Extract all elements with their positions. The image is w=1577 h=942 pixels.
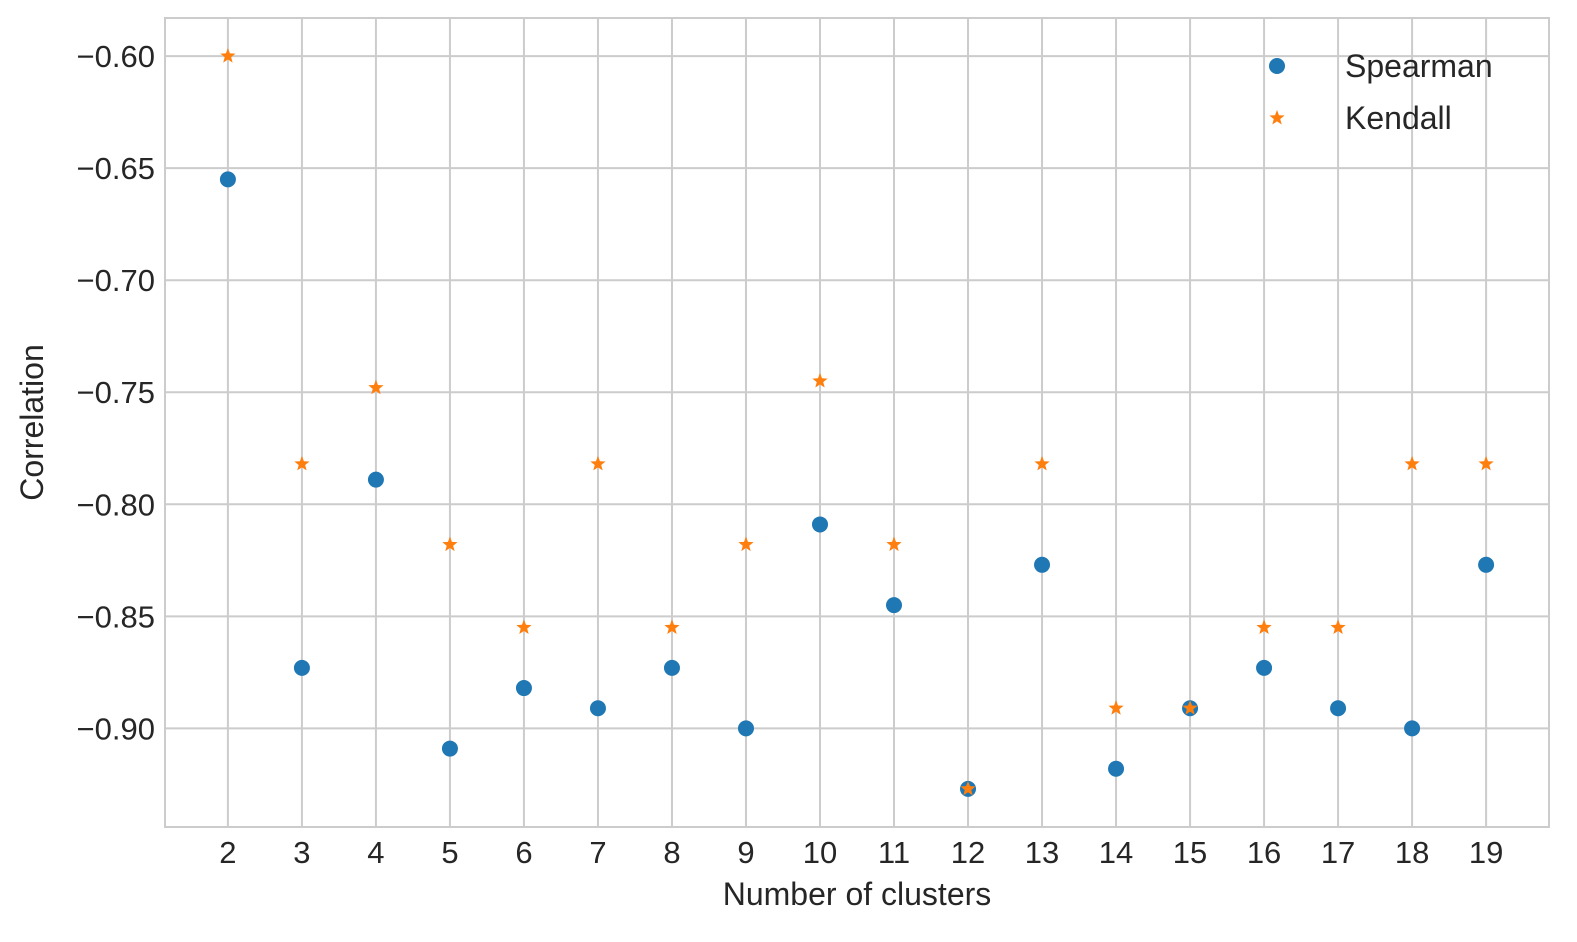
kendall-point bbox=[1108, 700, 1124, 715]
series-spearman bbox=[219, 171, 1495, 797]
x-tick-label: 7 bbox=[589, 835, 606, 870]
legend-label-spearman: Spearman bbox=[1345, 48, 1493, 84]
kendall-point bbox=[664, 619, 680, 635]
series-kendall bbox=[220, 48, 1494, 796]
x-axis-ticks: 2 3 4 5 6 7 8 9 10 11 12 13 14 15 16 17 18 19 bbox=[219, 835, 1503, 870]
spearman-point bbox=[441, 740, 458, 757]
x-tick-label: 10 bbox=[803, 835, 837, 870]
kendall-point bbox=[1330, 619, 1346, 635]
x-tick-label: 6 bbox=[515, 835, 532, 870]
grid bbox=[165, 18, 1549, 827]
kendall-point bbox=[442, 536, 458, 552]
kendall-point bbox=[960, 780, 976, 796]
spearman-point bbox=[663, 659, 680, 676]
legend-marker-spearman bbox=[1269, 58, 1285, 74]
kendall-point bbox=[812, 373, 828, 388]
y-tick-label: −0.60 bbox=[77, 39, 155, 74]
x-tick-label: 19 bbox=[1469, 835, 1503, 870]
kendall-point bbox=[516, 619, 532, 635]
x-tick-label: 14 bbox=[1099, 835, 1133, 870]
x-tick-label: 17 bbox=[1321, 835, 1355, 870]
x-tick-label: 3 bbox=[293, 835, 310, 870]
x-tick-label: 16 bbox=[1247, 835, 1281, 870]
spearman-point bbox=[367, 471, 384, 488]
y-axis-label: Correlation bbox=[14, 344, 50, 501]
kendall-point bbox=[1182, 700, 1198, 715]
kendall-point bbox=[1256, 619, 1272, 635]
x-tick-label: 18 bbox=[1395, 835, 1429, 870]
spearman-point bbox=[886, 597, 903, 614]
kendall-point bbox=[294, 455, 310, 471]
legend-marker-kendall bbox=[1269, 110, 1285, 125]
spearman-point bbox=[1108, 760, 1125, 777]
y-tick-label: −0.90 bbox=[77, 711, 155, 746]
y-tick-label: −0.80 bbox=[77, 487, 155, 522]
x-tick-label: 13 bbox=[1025, 835, 1059, 870]
x-tick-label: 15 bbox=[1173, 835, 1207, 870]
kendall-point bbox=[1034, 455, 1050, 471]
legend: Spearman Kendall bbox=[1269, 48, 1493, 136]
spearman-point bbox=[219, 171, 236, 188]
kendall-point bbox=[1404, 455, 1420, 471]
x-tick-label: 11 bbox=[878, 835, 910, 870]
x-tick-label: 2 bbox=[219, 835, 236, 870]
spearman-point bbox=[515, 680, 532, 697]
spearman-point bbox=[1256, 659, 1273, 676]
x-tick-label: 9 bbox=[737, 835, 754, 870]
kendall-point bbox=[220, 48, 236, 63]
x-axis-label: Number of clusters bbox=[723, 876, 992, 912]
x-tick-label: 8 bbox=[663, 835, 680, 870]
x-tick-label: 4 bbox=[367, 835, 384, 870]
kendall-point bbox=[1478, 455, 1494, 471]
legend-label-kendall: Kendall bbox=[1345, 100, 1452, 136]
y-tick-label: −0.65 bbox=[77, 151, 155, 186]
spearman-point bbox=[1034, 556, 1051, 573]
kendall-point bbox=[368, 379, 384, 395]
kendall-point bbox=[886, 536, 902, 552]
spearman-point bbox=[811, 516, 828, 533]
plot-area-frame bbox=[164, 17, 1550, 828]
spearman-point bbox=[737, 720, 754, 737]
y-tick-label: −0.70 bbox=[77, 263, 155, 298]
y-tick-label: −0.75 bbox=[77, 375, 155, 410]
spearman-point bbox=[1404, 720, 1421, 737]
spearman-point bbox=[589, 700, 606, 717]
kendall-point bbox=[590, 455, 606, 471]
x-tick-label: 5 bbox=[441, 835, 458, 870]
spearman-point bbox=[1330, 700, 1347, 717]
spearman-point bbox=[293, 659, 310, 676]
kendall-point bbox=[738, 536, 754, 552]
data-series bbox=[219, 48, 1495, 797]
y-tick-label: −0.85 bbox=[77, 599, 155, 634]
x-tick-label: 12 bbox=[951, 835, 985, 870]
spearman-point bbox=[1478, 556, 1495, 573]
y-axis-ticks: −0.60 −0.65 −0.70 −0.75 −0.80 −0.85 −0.90 bbox=[77, 39, 155, 746]
